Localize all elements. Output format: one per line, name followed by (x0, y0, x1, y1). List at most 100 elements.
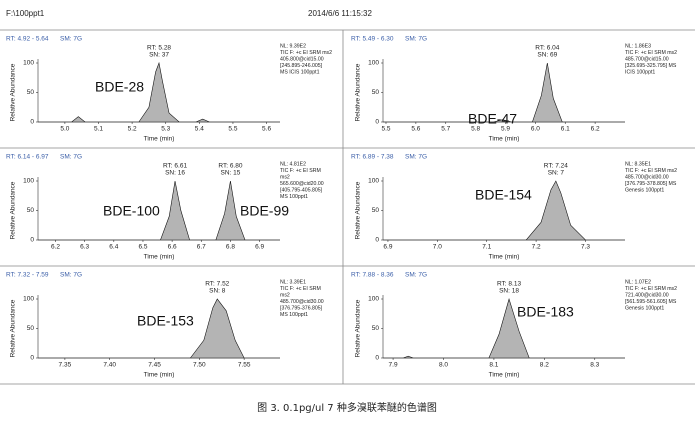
y-tick-label: 100 (23, 60, 34, 67)
x-axis-title: Time (min) (144, 372, 175, 379)
scan-info: [405.795-405.805] (280, 187, 323, 193)
y-tick-label: 100 (23, 178, 34, 185)
scan-info: NL: 3.39E1 (280, 279, 306, 285)
smoothing-label: SM: 7G (60, 272, 82, 279)
scan-info: [376.795-378.805] MS (625, 181, 677, 187)
scan-info: NL: 9.39E2 (280, 43, 306, 49)
peak-sn-label: SN: 18 (499, 288, 519, 295)
chromatogram-trace (38, 180, 280, 241)
x-tick-label: 6.1 (561, 126, 570, 133)
scan-info: TIC F: +c EI SRM ms2 (625, 286, 677, 292)
x-tick-label: 7.2 (532, 244, 541, 251)
smoothing-label: SM: 7G (405, 272, 427, 279)
x-tick-label: 6.7 (197, 244, 206, 251)
peak-rt-label: RT: 6.04 (535, 45, 559, 52)
scan-info: TIC F: +c EI SRM ms2 (625, 50, 677, 56)
scan-info: [561.595-561.605] MS (625, 299, 677, 305)
x-tick-label: 7.9 (389, 362, 398, 369)
scan-info: MS ICIS 100ppt1 (280, 69, 320, 75)
compound-label: BDE-28 (95, 79, 144, 95)
x-axis-title: Time (min) (489, 372, 520, 379)
x-tick-label: 8.1 (489, 362, 498, 369)
scan-info: TIC F: +c EI SRM (280, 168, 321, 174)
y-tick-label: 0 (375, 355, 379, 362)
scan-info: [376.795-376.805] (280, 305, 323, 311)
scan-info: TIC F: +c EI SRM ms2 (625, 168, 677, 174)
scan-info: TIC F: +c EI SRM (280, 286, 321, 292)
y-tick-label: 100 (368, 296, 379, 303)
scan-info: NL: 1.86E3 (625, 43, 651, 49)
scan-info: ICIS 100ppt1 (625, 69, 655, 75)
x-axis-title: Time (min) (144, 136, 175, 143)
scan-info: [245.895-246.005] (280, 63, 323, 69)
peak-sn-label: SN: 37 (149, 52, 169, 59)
chromatogram-panel: RT: 7.88 - 8.36 SM: 7G Relative Abundance T… (351, 272, 677, 379)
compound-label: BDE-153 (137, 313, 194, 329)
chromatogram-panel: RT: 4.92 - 5.64 SM: 7G Relative Abundance T… (6, 36, 332, 143)
range-label: RT: 7.32 - 7.59 (6, 272, 49, 279)
smoothing-label: SM: 7G (60, 36, 82, 43)
range-label: RT: 6.89 - 7.38 (351, 154, 394, 161)
scan-info: Genesis 100ppt1 (625, 187, 664, 193)
peak-rt-label: RT: 6.80 (218, 163, 242, 170)
compound-label: BDE-100 (103, 203, 160, 219)
smoothing-label: SM: 7G (405, 154, 427, 161)
peak-rt-label: RT: 7.24 (544, 163, 568, 170)
x-axis-title: Time (min) (489, 136, 520, 143)
x-tick-label: 7.3 (581, 244, 590, 251)
x-tick-label: 6.2 (51, 244, 60, 251)
chromatogram-trace (38, 298, 280, 359)
y-tick-label: 0 (375, 119, 379, 126)
y-tick-label: 50 (372, 325, 380, 332)
x-tick-label: 6.6 (168, 244, 177, 251)
peak-rt-label: RT: 8.13 (497, 281, 521, 288)
range-label: RT: 7.88 - 8.36 (351, 272, 394, 279)
chromatogram-trace (38, 61, 280, 123)
x-tick-label: 6.9 (383, 244, 392, 251)
x-tick-label: 5.9 (501, 126, 510, 133)
scan-info: NL: 8.35E1 (625, 161, 651, 167)
y-tick-label: 50 (372, 89, 380, 96)
y-tick-label: 50 (27, 325, 35, 332)
scan-info: 565.600@cid20.00 (280, 181, 324, 187)
file-name: F:\100ppt1 (6, 9, 45, 18)
smoothing-label: SM: 7G (60, 154, 82, 161)
scan-info: 405.800@cid15.00 (280, 56, 324, 62)
y-tick-label: 100 (23, 296, 34, 303)
x-tick-label: 6.2 (591, 126, 600, 133)
scan-info: Genesis 100ppt1 (625, 305, 664, 311)
chromatogram-panel: RT: 6.89 - 7.38 SM: 7G Relative Abundance T… (351, 154, 677, 261)
y-tick-label: 50 (27, 89, 35, 96)
x-tick-label: 5.6 (262, 126, 271, 133)
compound-label: BDE-99 (240, 203, 289, 219)
peak-sn-label: SN: 7 (548, 170, 565, 177)
chromatogram-panel: RT: 6.14 - 6.97 SM: 7G Relative Abundance T… (6, 154, 324, 261)
chromatogram-panel: RT: 5.49 - 6.30 SM: 7G Relative Abundance T… (351, 36, 677, 143)
x-tick-label: 5.5 (228, 126, 237, 133)
peak-sn-label: SN: 15 (220, 170, 240, 177)
x-tick-label: 5.4 (195, 126, 204, 133)
x-tick-label: 6.8 (226, 244, 235, 251)
y-axis-title: Relative Abundance (355, 63, 362, 121)
scan-info: MS 100ppt1 (280, 194, 308, 200)
peak-sn-label: SN: 8 (209, 288, 226, 295)
datetime: 2014/6/6 11:15:32 (308, 9, 372, 18)
peak-rt-label: RT: 5.28 (147, 45, 171, 52)
compound-label: BDE-154 (475, 187, 532, 203)
smoothing-label: SM: 7G (405, 36, 427, 43)
x-tick-label: 8.3 (590, 362, 599, 369)
y-axis-title: Relative Abundance (355, 181, 362, 239)
x-tick-label: 5.8 (471, 126, 480, 133)
y-axis-title: Relative Abundance (10, 63, 17, 121)
x-tick-label: 7.50 (193, 362, 206, 369)
chromatogram-trace (383, 180, 625, 241)
x-tick-label: 5.3 (161, 126, 170, 133)
x-tick-label: 6.5 (138, 244, 147, 251)
y-axis-title: Relative Abundance (10, 299, 17, 357)
x-tick-label: 8.2 (540, 362, 549, 369)
x-tick-label: 7.35 (59, 362, 72, 369)
x-tick-label: 6.4 (109, 244, 118, 251)
range-label: RT: 4.92 - 5.64 (6, 36, 49, 43)
y-axis-title: Relative Abundance (355, 299, 362, 357)
scan-info: MS 100ppt1 (280, 312, 308, 318)
